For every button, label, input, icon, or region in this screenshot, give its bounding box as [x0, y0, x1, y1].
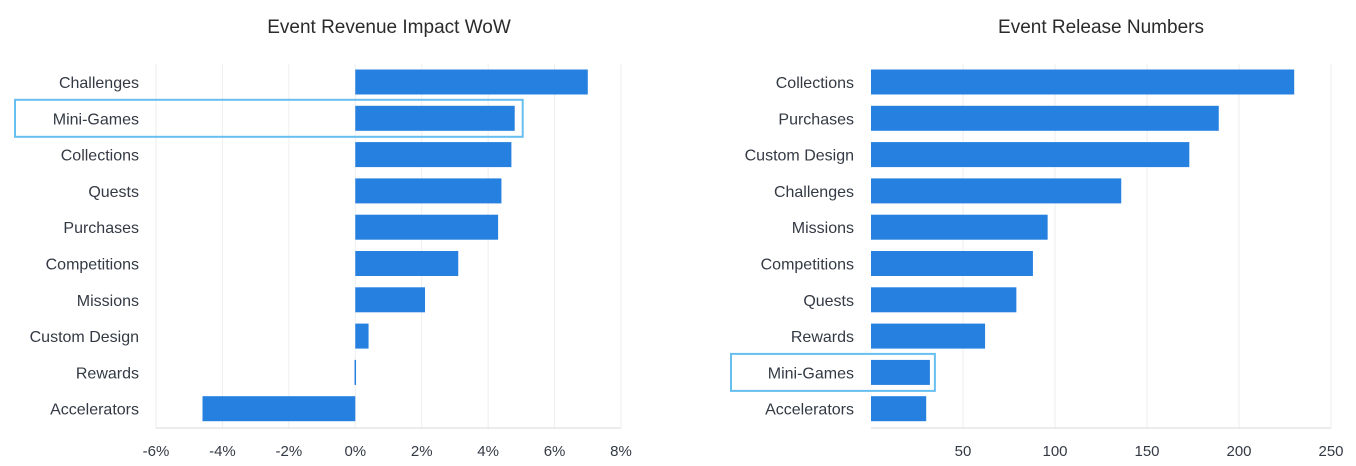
category-label-purchases: Purchases — [63, 220, 139, 237]
highlight-box-mini-games — [14, 98, 524, 138]
category-label-mini-games: Mini-Games — [53, 111, 139, 128]
bar-challenges — [871, 178, 1122, 204]
category-label-missions: Missions — [77, 293, 139, 310]
category-label-challenges: Challenges — [59, 75, 139, 92]
bar-mini-games — [355, 105, 515, 131]
chart-title-release-numbers: Event Release Numbers — [998, 17, 1204, 38]
bar-accelerators — [871, 396, 927, 422]
x-tick-label: -4% — [209, 443, 236, 460]
bar-competitions — [871, 251, 1033, 276]
category-label-purchases: Purchases — [778, 111, 854, 128]
x-tick-label: 200 — [1226, 443, 1251, 460]
category-label-quests: Quests — [88, 184, 139, 201]
bar-mini-games — [871, 359, 930, 385]
bar-missions — [871, 214, 1048, 240]
x-tick-label: 150 — [1134, 443, 1159, 460]
bar-collections — [355, 142, 512, 168]
bar-competitions — [355, 251, 459, 276]
x-tick-label: 4% — [477, 443, 499, 460]
category-label-rewards: Rewards — [791, 329, 854, 346]
bar-custom-design — [355, 323, 369, 349]
bar-accelerators — [202, 396, 356, 422]
x-tick-label: 2% — [411, 443, 433, 460]
chart-title-revenue-impact: Event Revenue Impact WoW — [267, 17, 511, 38]
bar-quests — [355, 178, 502, 204]
category-label-collections: Collections — [776, 75, 854, 92]
bar-custom-design — [871, 142, 1190, 168]
category-label-competitions: Competitions — [46, 257, 139, 274]
x-tick-label: 100 — [1042, 443, 1067, 460]
category-label-challenges: Challenges — [774, 184, 854, 201]
x-tick-label: 50 — [955, 443, 972, 460]
bar-missions — [355, 287, 426, 313]
x-tick-label: 8% — [610, 443, 632, 460]
category-label-mini-games: Mini-Games — [768, 365, 854, 382]
category-label-rewards: Rewards — [76, 365, 139, 382]
bar-purchases — [871, 105, 1219, 131]
bar-purchases — [355, 214, 499, 240]
x-tick-label: 250 — [1318, 443, 1343, 460]
x-tick-label: -6% — [143, 443, 170, 460]
category-label-collections: Collections — [61, 148, 139, 165]
release-numbers-chart: Event Release Numbers 50 100 150 200 250 Coll… — [730, 17, 1344, 460]
category-label-custom-design: Custom Design — [745, 148, 854, 165]
x-tick-label: -2% — [276, 443, 303, 460]
highlight-box-mini-games — [730, 352, 936, 392]
revenue-impact-chart: Event Revenue Impact WoW -6% -4% -2% 0% 2% 4%… — [14, 17, 632, 460]
category-label-accelerators: Accelerators — [50, 402, 139, 419]
category-label-missions: Missions — [792, 220, 854, 237]
bar-challenges — [355, 69, 588, 95]
category-label-accelerators: Accelerators — [765, 402, 854, 419]
bar-rewards — [871, 323, 986, 349]
bar-collections — [871, 69, 1295, 95]
bar-quests — [871, 287, 1017, 313]
bar-rewards — [354, 359, 357, 385]
category-label-custom-design: Custom Design — [30, 329, 139, 346]
category-label-quests: Quests — [803, 293, 854, 310]
x-tick-label: 6% — [544, 443, 566, 460]
category-label-competitions: Competitions — [761, 257, 854, 274]
x-tick-label: 0% — [344, 443, 366, 460]
